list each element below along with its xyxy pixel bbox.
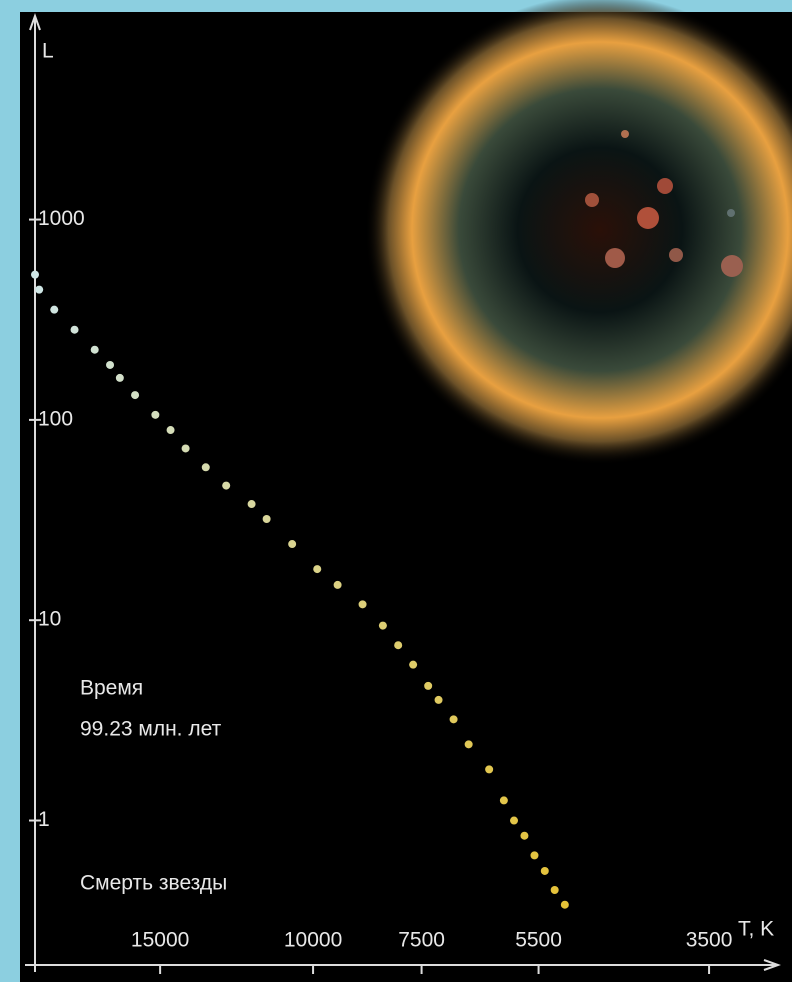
nebula-star (721, 255, 743, 277)
star-point (166, 426, 175, 435)
star-point (247, 500, 256, 509)
y-tick-label: 1000 (38, 207, 85, 230)
star-point (378, 621, 387, 630)
y-tick-label: 1 (38, 808, 50, 831)
nebula-star (585, 193, 599, 207)
star-point (530, 851, 539, 860)
star-point (520, 831, 529, 840)
star-point (106, 360, 115, 369)
star-point (333, 580, 342, 589)
star-point (394, 641, 403, 650)
x-tick-label: 5500 (515, 929, 562, 952)
nebula-star (657, 178, 673, 194)
y-axis-label: L (42, 40, 54, 63)
star-point (499, 796, 508, 805)
star-point (151, 410, 160, 419)
star-point (409, 660, 418, 669)
y-tick-label: 10 (38, 608, 61, 631)
star-point (510, 816, 519, 825)
star-point (35, 285, 44, 294)
nebula-star (621, 130, 629, 138)
star-point (424, 681, 433, 690)
annotation: Смерть звезды (80, 872, 227, 895)
star-point (550, 885, 559, 894)
star-point (90, 345, 99, 354)
y-axis-arrow (29, 13, 41, 31)
star-point (449, 715, 458, 724)
annotation: Время (80, 677, 143, 700)
x-axis-label: T, K (738, 918, 774, 941)
star-point (434, 695, 443, 704)
nebula-star (669, 248, 683, 262)
x-axis-arrow (763, 959, 781, 971)
nebula-star (727, 209, 735, 217)
star-point (358, 600, 367, 609)
nebula-star (637, 207, 659, 229)
annotation: 99.23 млн. лет (80, 718, 222, 741)
x-tick-label: 15000 (131, 929, 189, 952)
star-point (262, 515, 271, 524)
star-point (485, 765, 494, 774)
star-point (560, 900, 569, 909)
star-point (222, 481, 231, 490)
star-point (50, 305, 59, 314)
nebula-star (605, 248, 625, 268)
star-point (181, 444, 190, 453)
star-point (70, 325, 79, 334)
star-point (288, 540, 297, 549)
nebula-glow (365, 0, 792, 465)
y-tick-label: 100 (38, 407, 73, 430)
star-point (131, 391, 140, 400)
nebula (365, 0, 792, 465)
x-tick-label: 3500 (686, 929, 733, 952)
star-point (313, 565, 322, 574)
x-tick-label: 7500 (398, 929, 445, 952)
star-point (115, 373, 124, 382)
star-point (464, 740, 473, 749)
star-point (31, 270, 39, 279)
star-point (201, 463, 210, 472)
x-tick-label: 10000 (284, 929, 342, 952)
star-point (540, 866, 549, 875)
